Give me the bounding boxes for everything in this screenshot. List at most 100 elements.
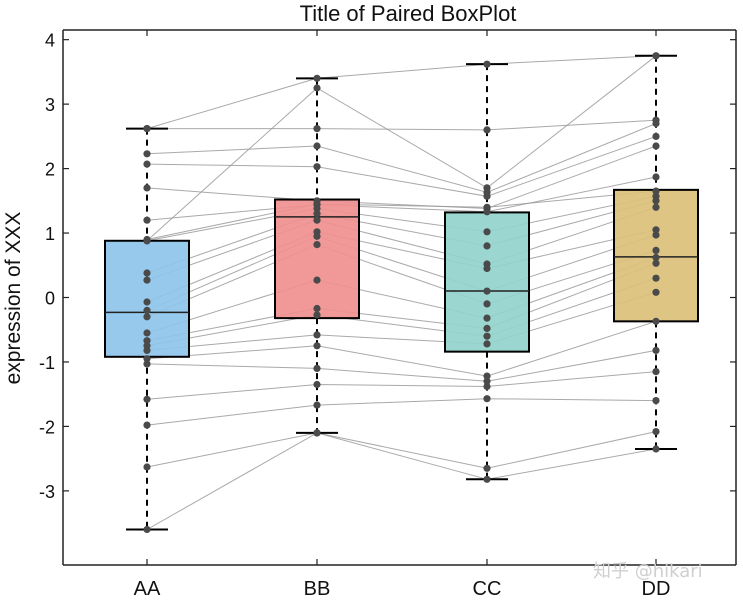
data-point — [313, 142, 321, 150]
paired-lines-layer — [146, 55, 657, 530]
data-point — [143, 298, 151, 306]
data-point — [483, 126, 491, 134]
x-tick-label: CC — [473, 578, 502, 600]
data-point — [483, 242, 491, 250]
data-point — [313, 342, 321, 350]
data-point — [483, 395, 491, 403]
paired-line — [146, 135, 657, 197]
paired-line — [146, 431, 657, 469]
paired-line — [146, 320, 657, 377]
data-point — [143, 184, 151, 192]
data-point — [143, 329, 151, 337]
data-point — [652, 259, 660, 267]
data-point — [143, 306, 151, 314]
data-point — [143, 235, 151, 244]
data-point — [313, 216, 321, 224]
data-point — [483, 60, 491, 68]
y-tick-label: 4 — [45, 31, 55, 51]
data-point — [313, 84, 321, 92]
paired-line — [146, 432, 657, 530]
data-point — [313, 331, 321, 339]
data-point — [143, 337, 151, 345]
paired-line — [146, 176, 657, 221]
paired-line — [146, 195, 657, 242]
data-point — [143, 360, 151, 368]
data-point — [313, 276, 321, 284]
paired-line — [146, 371, 657, 400]
data-point — [313, 380, 321, 389]
data-point — [652, 231, 660, 239]
data-point — [483, 464, 491, 472]
paired-line — [146, 262, 657, 342]
paired-line — [146, 145, 657, 210]
x-tick-label: AA — [134, 578, 161, 600]
data-point — [313, 210, 321, 218]
data-point — [313, 241, 321, 249]
data-point — [483, 372, 491, 380]
y-axis-label: expression of XXX — [2, 212, 25, 385]
data-point — [143, 269, 151, 277]
data-point — [652, 226, 660, 234]
data-point — [313, 311, 321, 319]
data-point — [483, 324, 491, 332]
data-point — [313, 74, 321, 82]
data-point — [313, 125, 321, 133]
data-point — [143, 276, 151, 284]
x-tick-label: BB — [304, 578, 331, 600]
data-point — [143, 421, 151, 429]
data-point — [483, 300, 491, 308]
data-point — [652, 132, 660, 140]
data-point — [483, 184, 491, 192]
data-point — [652, 288, 660, 296]
paired-line — [146, 257, 657, 334]
paired-line — [146, 349, 657, 382]
paired-line — [146, 244, 657, 318]
paired-line — [146, 55, 657, 130]
data-point — [652, 368, 660, 376]
data-point — [313, 401, 321, 409]
data-point — [483, 377, 491, 385]
data-point — [483, 260, 491, 268]
paired-line — [146, 123, 657, 193]
y-tick-label: 3 — [45, 95, 55, 115]
paired-line — [146, 206, 657, 281]
axes-layer: -3 -2 -1 0 1 2 3 4 AA BB CC DD — [39, 29, 737, 600]
data-point — [652, 428, 660, 436]
data-point — [652, 397, 660, 405]
y-tick-label: 0 — [45, 289, 55, 309]
chart-title: Title of Paired BoxPlot — [300, 1, 517, 26]
data-point — [652, 274, 660, 282]
data-point — [483, 203, 491, 211]
data-point — [313, 364, 321, 372]
watermark-text: 知乎 @hikari — [593, 561, 703, 582]
paired-line — [146, 234, 657, 311]
data-point — [652, 116, 660, 124]
data-point — [652, 52, 660, 60]
data-point — [652, 246, 660, 254]
points-layer — [143, 52, 660, 534]
data-point — [483, 228, 491, 236]
data-point — [313, 163, 321, 171]
data-point — [652, 203, 660, 211]
data-point — [483, 332, 491, 340]
data-point — [652, 346, 660, 354]
data-point — [652, 253, 660, 262]
data-point — [652, 187, 660, 195]
data-point — [313, 200, 321, 208]
data-point — [483, 287, 491, 295]
data-point — [652, 317, 660, 325]
y-tick-label: -3 — [39, 482, 55, 502]
data-point — [652, 192, 660, 200]
data-point — [652, 445, 660, 453]
data-point — [143, 216, 151, 224]
data-point — [483, 475, 491, 483]
data-point — [143, 342, 151, 350]
data-point — [143, 125, 151, 133]
paired-line — [147, 119, 657, 131]
paired-line — [146, 200, 657, 274]
data-point — [143, 150, 151, 158]
whiskers-layer — [126, 54, 677, 531]
data-point — [143, 395, 151, 403]
